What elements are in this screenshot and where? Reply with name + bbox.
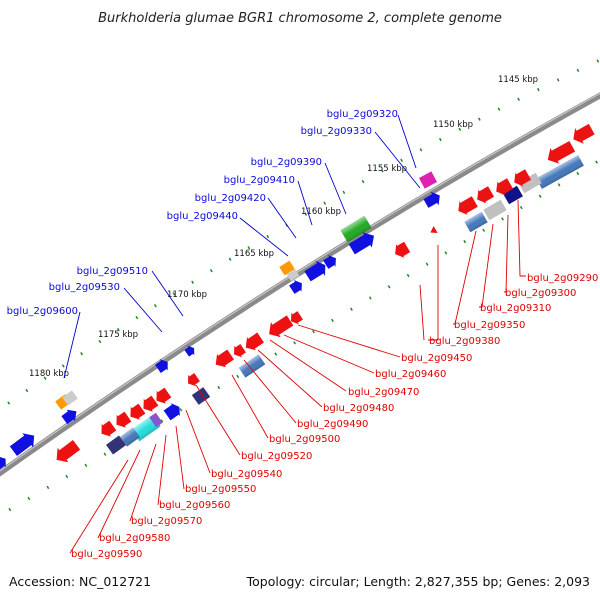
- gene-label[interactable]: bglu_2g09330: [301, 126, 372, 137]
- gene-feature[interactable]: [279, 260, 295, 276]
- gene-label[interactable]: bglu_2g09480: [323, 403, 394, 414]
- reverse-label-leaders: [69, 199, 526, 554]
- gene-label[interactable]: bglu_2g09440: [167, 211, 238, 222]
- gene-label[interactable]: bglu_2g09380: [429, 336, 500, 347]
- gene-label[interactable]: bglu_2g09450: [401, 353, 472, 364]
- tick-label: 1170 kbp: [167, 290, 207, 300]
- reverse-strand-genes: [51, 121, 596, 467]
- gene-feature[interactable]: [152, 386, 173, 407]
- chromosome-backbone: [0, 92, 600, 477]
- gene-feature[interactable]: [303, 258, 330, 284]
- tick-label: 1155 kbp: [367, 164, 407, 174]
- gene-feature[interactable]: [62, 390, 78, 406]
- kbp-tick-labels: 1145 kbp 1150 kbp 1155 kbp 1160 kbp 1165…: [29, 75, 538, 379]
- gene-feature[interactable]: [184, 371, 201, 389]
- gene-feature[interactable]: [340, 215, 372, 243]
- gene-feature[interactable]: [288, 277, 306, 295]
- gene-label[interactable]: bglu_2g09420: [195, 193, 266, 204]
- gene-label[interactable]: bglu_2g09410: [224, 175, 295, 186]
- gene-label[interactable]: bglu_2g09490: [297, 419, 368, 430]
- inner-tick-ring: [0, 158, 600, 517]
- gene-feature[interactable]: [139, 394, 160, 415]
- gene-label[interactable]: bglu_2g09570: [131, 516, 202, 527]
- gene-feature[interactable]: [60, 406, 80, 426]
- gene-feature[interactable]: [347, 228, 379, 257]
- forward-gene-labels: bglu_2g09320 bglu_2g09330 bglu_2g09390 b…: [7, 109, 398, 317]
- gene-feature[interactable]: [238, 354, 266, 378]
- tick-label: 1150 kbp: [433, 120, 473, 130]
- gene-label[interactable]: bglu_2g09320: [327, 109, 398, 120]
- gene-feature[interactable]: [112, 410, 133, 431]
- gene-label[interactable]: bglu_2g09540: [211, 469, 282, 480]
- tick-label: 1180 kbp: [29, 369, 69, 379]
- tick-label: 1165 kbp: [234, 249, 274, 259]
- gene-feature[interactable]: [536, 155, 584, 189]
- gene-feature[interactable]: [454, 195, 478, 218]
- gene-feature[interactable]: [503, 185, 523, 205]
- gene-feature[interactable]: [97, 419, 118, 440]
- gene-feature[interactable]: [149, 412, 163, 428]
- gene-feature[interactable]: [518, 172, 542, 194]
- gene-feature[interactable]: [154, 356, 172, 374]
- gene-label[interactable]: bglu_2g09600: [7, 306, 78, 317]
- forward-strand-genes: [0, 171, 444, 472]
- summary-text: Topology: circular; Length: 2,827,355 bp…: [246, 574, 590, 589]
- gene-feature[interactable]: [162, 400, 183, 422]
- gene-feature[interactable]: [120, 427, 140, 447]
- gene-label[interactable]: bglu_2g09310: [480, 303, 551, 314]
- outer-tick-ring: [0, 58, 600, 411]
- gene-feature[interactable]: [230, 342, 247, 360]
- gene-feature[interactable]: [211, 348, 235, 371]
- gene-feature[interactable]: [391, 240, 411, 261]
- gene-feature[interactable]: [183, 343, 197, 358]
- gene-feature[interactable]: [287, 309, 304, 327]
- gene-label[interactable]: bglu_2g09460: [375, 369, 446, 380]
- gene-feature[interactable]: [492, 177, 514, 199]
- gene-feature[interactable]: [241, 331, 265, 354]
- gene-feature[interactable]: [8, 428, 40, 458]
- gene-feature[interactable]: [428, 226, 438, 236]
- gene-feature[interactable]: [191, 387, 211, 405]
- map-title: Burkholderia glumae BGR1 chromosome 2, c…: [98, 11, 502, 26]
- gene-feature[interactable]: [106, 435, 126, 455]
- gene-label[interactable]: bglu_2g09530: [49, 282, 120, 293]
- gene-label[interactable]: bglu_2g09550: [185, 484, 256, 495]
- gene-label[interactable]: bglu_2g09470: [348, 387, 419, 398]
- gene-feature[interactable]: [543, 138, 576, 167]
- tick-label: 1175 kbp: [98, 330, 138, 340]
- gene-feature[interactable]: [286, 268, 300, 282]
- gene-label[interactable]: bglu_2g09390: [251, 157, 322, 168]
- gene-label[interactable]: bglu_2g09520: [241, 451, 312, 462]
- accession-text: Accession: NC_012721: [9, 574, 151, 589]
- forward-label-leaders: [63, 114, 421, 379]
- gene-label[interactable]: bglu_2g09560: [159, 500, 230, 511]
- gene-label[interactable]: bglu_2g09290: [527, 273, 598, 284]
- gene-feature[interactable]: [51, 438, 82, 467]
- gene-feature[interactable]: [419, 171, 437, 189]
- gene-label[interactable]: bglu_2g09580: [99, 533, 170, 544]
- gene-label[interactable]: bglu_2g09300: [505, 288, 576, 299]
- gene-feature[interactable]: [464, 211, 488, 233]
- gene-feature[interactable]: [0, 453, 10, 472]
- gene-label[interactable]: bglu_2g09510: [77, 266, 148, 277]
- gene-feature[interactable]: [510, 168, 532, 190]
- gene-feature[interactable]: [473, 185, 495, 207]
- gene-label[interactable]: bglu_2g09500: [269, 434, 340, 445]
- gene-feature[interactable]: [126, 402, 147, 423]
- reverse-gene-labels: bglu_2g09290 bglu_2g09300 bglu_2g09310 b…: [71, 273, 598, 560]
- gene-label[interactable]: bglu_2g09350: [454, 320, 525, 331]
- tick-label: 1160 kbp: [301, 207, 341, 217]
- gene-feature[interactable]: [264, 313, 295, 342]
- gene-feature[interactable]: [322, 252, 340, 270]
- gene-feature[interactable]: [483, 199, 507, 221]
- gene-feature[interactable]: [422, 189, 444, 211]
- gene-feature[interactable]: [569, 121, 596, 147]
- tick-label: 1145 kbp: [498, 75, 538, 85]
- gene-label[interactable]: bglu_2g09590: [71, 549, 142, 560]
